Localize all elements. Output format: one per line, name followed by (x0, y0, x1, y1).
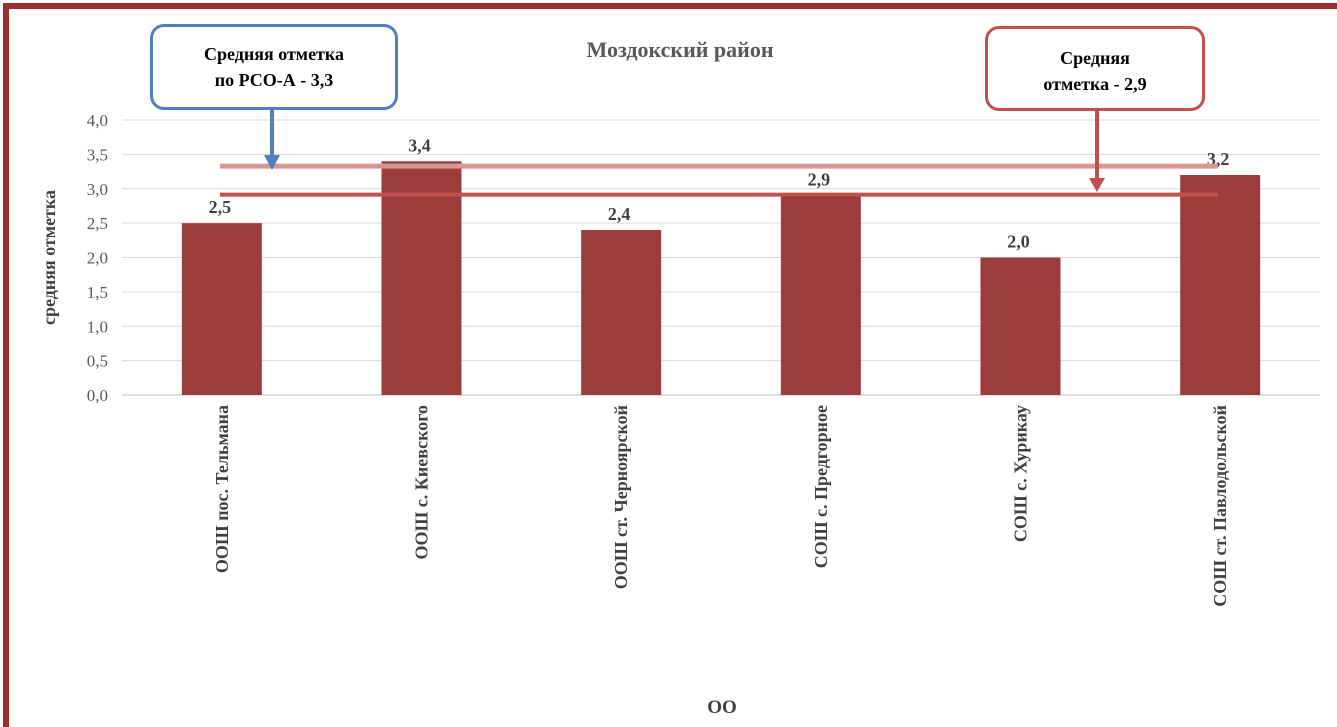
y-tick-label: 3,0 (87, 180, 108, 199)
category-label: ООШ с. Киевского (412, 405, 432, 559)
x-axis-label: ОО (707, 697, 737, 718)
y-tick-label: 2,5 (87, 214, 108, 233)
category-label: СОШ ст. Павлодольской (1210, 405, 1230, 607)
y-axis-label: средняя отметка (39, 190, 59, 325)
region-arrow-head (264, 155, 280, 170)
district-arrow-head (1089, 178, 1105, 192)
y-tick-label: 0,0 (87, 386, 108, 405)
data-label: 2,0 (1007, 232, 1030, 252)
y-tick-label: 4,0 (87, 111, 108, 130)
bar (1180, 175, 1261, 395)
data-label: 2,9 (808, 170, 831, 190)
bar (581, 230, 662, 395)
bar (780, 195, 861, 395)
category-label: СОШ с. Хурикау (1011, 405, 1031, 542)
y-tick-label: 2,0 (87, 249, 108, 268)
y-tick-label: 1,0 (87, 317, 108, 336)
region-callout-line2: по РСО-А - 3,3 (214, 70, 334, 90)
data-label: 2,4 (608, 204, 631, 224)
y-tick-label: 3,5 (87, 145, 108, 164)
bar (181, 223, 262, 395)
y-tick-label: 1,5 (87, 283, 108, 302)
district-callout-line1: Средняя (1060, 48, 1130, 68)
category-label: ООШ ст. Черноярской (611, 405, 631, 589)
chart-title: Моздокский район (586, 37, 773, 62)
bar (381, 161, 462, 395)
data-label: 2,5 (209, 197, 232, 217)
y-tick-label: 0,5 (87, 352, 108, 371)
region-average-callout: Средняя отметка по РСО-А - 3,3 (150, 24, 398, 110)
data-label: 3,4 (408, 135, 431, 155)
district-average-callout: Средняя отметка - 2,9 (985, 26, 1205, 111)
category-label: СОШ с. Предгорное (811, 405, 831, 568)
region-callout-line1: Средняя отметка (203, 44, 344, 64)
bar (980, 257, 1061, 395)
category-label: ООШ пос. Тельмана (212, 405, 232, 573)
district-callout-line2: отметка - 2,9 (1043, 74, 1147, 94)
